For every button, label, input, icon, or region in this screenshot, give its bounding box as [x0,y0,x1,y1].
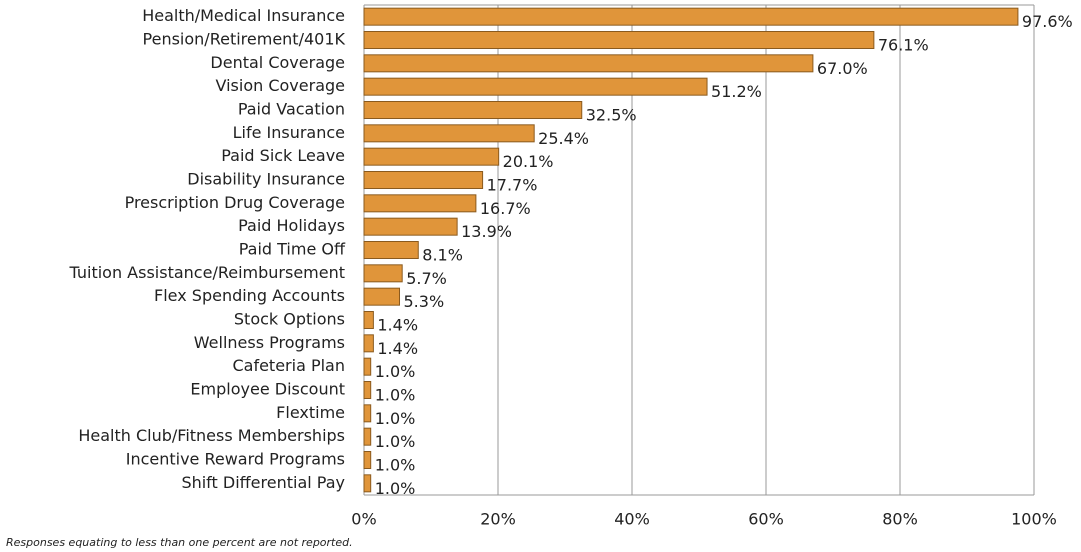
bar [363,474,372,493]
value-label: 5.3% [404,292,445,311]
bar [363,381,372,399]
bar [363,427,372,446]
x-tick-label: 20% [480,510,516,529]
x-tick-label: 40% [614,510,650,529]
value-label: 5.7% [406,269,447,288]
value-label: 1.0% [375,432,416,451]
y-tick-label: Cafeteria Plan [232,356,345,375]
value-label: 1.0% [375,456,416,475]
y-tick-label: Paid Vacation [238,100,345,119]
bar [363,194,477,213]
y-tick-label: Health/Medical Insurance [142,6,345,25]
bar [363,217,458,236]
bar [363,54,814,73]
y-tick-label: Incentive Reward Programs [126,450,345,469]
bar [363,241,419,259]
bar [363,147,500,166]
bar [363,287,401,306]
y-tick-label: Paid Sick Leave [221,146,345,165]
y-tick-label: Paid Holidays [238,216,345,235]
value-label: 20.1% [503,152,554,171]
y-tick-label: Vision Coverage [216,76,346,95]
bar [363,404,372,423]
value-label: 32.5% [586,106,637,125]
y-tick-label: Wellness Programs [194,333,345,352]
bar [363,124,535,143]
x-tick-label: 60% [748,510,784,529]
y-tick-label: Flextime [276,403,345,422]
y-tick-label: Tuition Assistance/Reimbursement [69,263,345,282]
value-label: 1.4% [377,339,418,358]
bar [363,334,374,353]
value-label: 67.0% [817,59,868,78]
value-label: 25.4% [538,129,589,148]
y-tick-label: Employee Discount [190,380,345,399]
value-label: 13.9% [461,222,512,241]
bar [363,7,1019,26]
value-label: 1.4% [377,316,418,335]
value-label: 76.1% [878,36,929,55]
bar [363,264,403,283]
y-tick-label: Shift Differential Pay [181,473,345,492]
value-label: 51.2% [711,82,762,101]
bar [363,101,583,119]
value-label: 16.7% [480,199,531,218]
x-tick-label: 0% [351,510,376,529]
value-label: 1.0% [375,362,416,381]
value-label: 97.6% [1022,12,1073,31]
y-tick-label: Stock Options [234,310,345,329]
y-tick-label: Flex Spending Accounts [154,286,345,305]
y-tick-label: Health Club/Fitness Memberships [78,426,345,445]
x-tick-label: 80% [882,510,918,529]
footnote: Responses equating to less than one perc… [6,536,353,549]
bar [363,357,372,376]
y-tick-label: Disability Insurance [187,170,345,189]
y-tick-label: Prescription Drug Coverage [125,193,345,212]
y-tick-label: Paid Time Off [239,240,346,259]
bar [363,171,484,189]
y-tick-label: Life Insurance [233,123,345,142]
bar [363,31,875,49]
value-label: 1.0% [375,479,416,498]
value-label: 1.0% [375,386,416,405]
bar [363,451,372,469]
value-label: 17.7% [487,176,538,195]
y-tick-label: Pension/Retirement/401K [143,30,346,49]
value-label: 8.1% [422,246,463,265]
bar [363,77,708,96]
y-tick-label: Dental Coverage [210,53,345,72]
x-tick-label: 100% [1011,510,1057,529]
value-label: 1.0% [375,409,416,428]
bar [363,311,374,329]
